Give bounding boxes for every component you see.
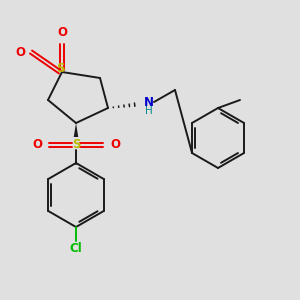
Text: O: O xyxy=(15,46,25,59)
Text: O: O xyxy=(57,26,67,40)
Text: Cl: Cl xyxy=(70,242,83,256)
Text: S: S xyxy=(56,61,64,74)
Text: S: S xyxy=(72,139,80,152)
Polygon shape xyxy=(74,123,78,137)
Text: O: O xyxy=(110,139,120,152)
Text: O: O xyxy=(32,139,42,152)
Text: H: H xyxy=(145,106,153,116)
Text: N: N xyxy=(144,95,154,109)
